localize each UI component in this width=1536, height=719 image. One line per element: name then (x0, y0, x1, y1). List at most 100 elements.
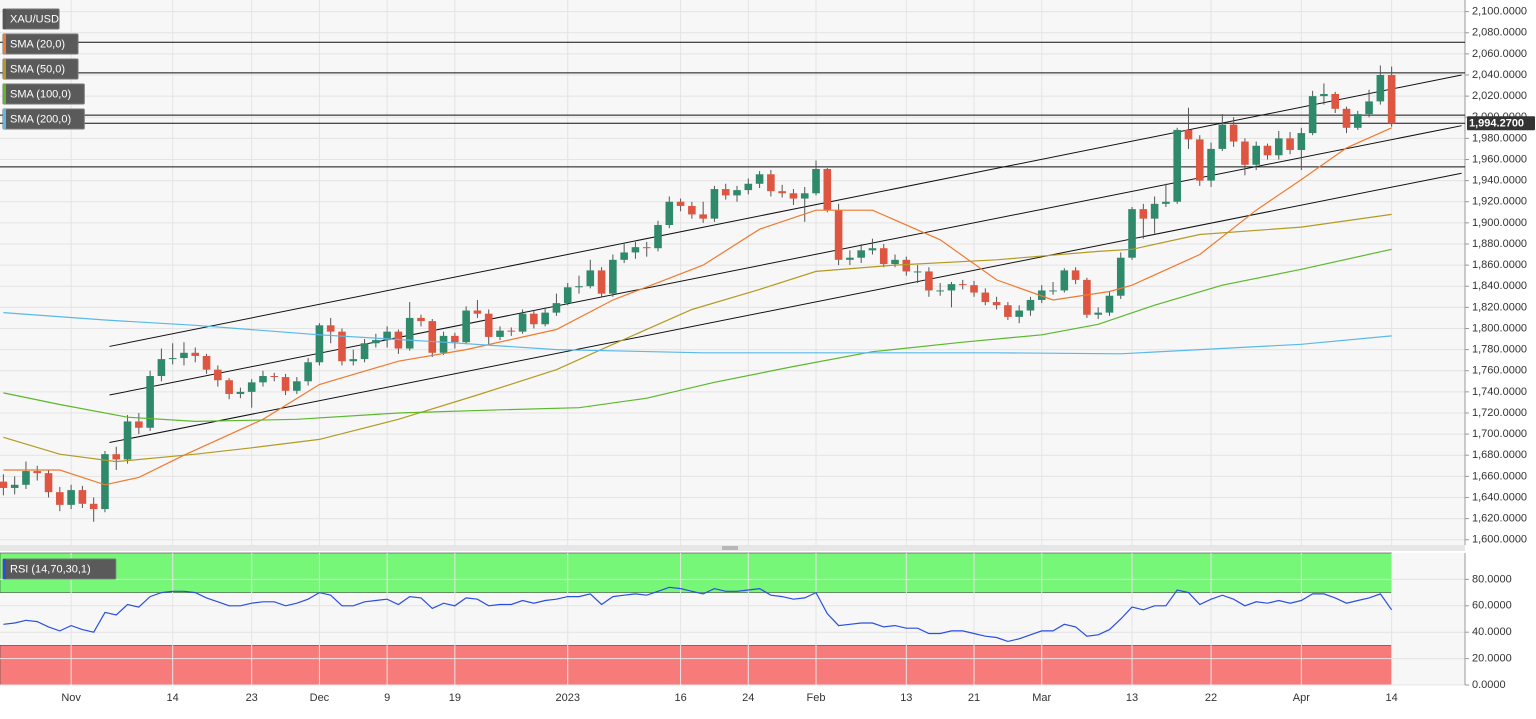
candle-body (1094, 312, 1102, 315)
trend-line (109, 172, 1462, 444)
candle-body (642, 247, 651, 249)
x-tick-label: 23 (246, 692, 258, 704)
candle-body (451, 335, 459, 343)
x-tick-label: 13 (1126, 692, 1138, 704)
x-tick-label: 2023 (555, 692, 579, 704)
candle-body (1229, 124, 1238, 142)
series-line (3, 248, 1392, 423)
candle-body (1252, 145, 1260, 165)
candle-body (902, 259, 911, 272)
candle-body (225, 380, 233, 394)
candle-body (721, 189, 730, 196)
candle-body (1083, 279, 1091, 315)
candle-body (891, 259, 899, 265)
candle-body (586, 270, 595, 287)
candle-body (405, 317, 414, 349)
x-tick-label: Dec (310, 692, 330, 704)
candle-body (1365, 101, 1373, 115)
candle-body (1139, 209, 1148, 219)
candle-body (349, 359, 358, 362)
last-price-tag (1467, 116, 1535, 131)
candle-body (631, 247, 640, 253)
candle-body (733, 190, 741, 196)
candle-body (360, 343, 369, 360)
candle-body (925, 271, 933, 291)
y-tick-label: 1,620.0000 (1472, 513, 1527, 525)
candle-body (1037, 290, 1046, 300)
candle-body (1376, 74, 1385, 102)
y-tick-label: 1,740.0000 (1472, 386, 1527, 398)
legend-label: SMA (20,0) (10, 38, 65, 50)
candle-body (44, 473, 53, 493)
candle-body (710, 189, 719, 219)
candle-body (168, 358, 177, 360)
y-tick-label: 1,640.0000 (1472, 491, 1527, 503)
candle-body (112, 454, 121, 460)
candle-body (146, 376, 154, 428)
candle-body (1116, 257, 1125, 296)
candle-body (214, 369, 222, 381)
x-tick-label: 9 (384, 692, 390, 704)
candle-body (1286, 138, 1294, 150)
candle-body (1387, 74, 1396, 124)
x-tick-label: Nov (61, 692, 81, 704)
y-tick-label: 1,920.0000 (1472, 196, 1527, 208)
y-tick-label: 1,840.0000 (1472, 280, 1527, 292)
legend-swatch (3, 34, 6, 54)
candle-body (597, 270, 606, 294)
candle-body (56, 492, 64, 505)
candle-body (1320, 94, 1328, 97)
plot-area (0, 0, 1465, 545)
candle-body (868, 248, 877, 251)
candle-body (552, 303, 561, 313)
y-tick-label: 2,080.0000 (1472, 27, 1527, 39)
candle-body (33, 471, 42, 474)
last-price-label: 1,994.2700 (1469, 118, 1524, 130)
legend-swatch (3, 9, 6, 29)
candle-body (1308, 96, 1317, 134)
y-tick-label: 1,800.0000 (1472, 322, 1527, 334)
candle-body (417, 317, 425, 322)
candle-body (270, 376, 279, 378)
y-tick-label: 1,980.0000 (1472, 132, 1527, 144)
series-line (3, 312, 1392, 355)
x-tick-label: Feb (807, 692, 826, 704)
candle-body (1105, 295, 1114, 313)
candle-body (67, 490, 75, 505)
candle-body (518, 313, 527, 332)
candle-body (247, 382, 256, 392)
candle-body (575, 286, 583, 288)
legend-swatch (3, 59, 6, 79)
y-tick-label: 1,940.0000 (1472, 175, 1527, 187)
candle-body (1049, 290, 1057, 292)
y-tick-label: 1,880.0000 (1472, 238, 1527, 250)
y-tick-label: 2,040.0000 (1472, 69, 1527, 81)
legend-label: SMA (200,0) (10, 113, 71, 125)
candle-body (755, 174, 764, 184)
candle-body (1060, 270, 1069, 291)
candle-body (609, 259, 617, 294)
candle-body (281, 377, 290, 391)
candle-body (462, 310, 470, 343)
candle-body (507, 330, 516, 332)
y-tick-label: 60.0000 (1472, 600, 1512, 612)
legend-label: SMA (100,0) (10, 88, 71, 100)
candle-body (1004, 305, 1012, 317)
candle-body (1128, 209, 1136, 258)
candle-body (1071, 270, 1080, 280)
legend-label: SMA (50,0) (10, 63, 65, 75)
candle-body (236, 391, 245, 394)
x-tick-label: Mar (1032, 692, 1051, 704)
candle-body (202, 355, 211, 370)
y-tick-label: 1,660.0000 (1472, 470, 1527, 482)
candle-body (372, 340, 380, 344)
y-tick-label: 1,680.0000 (1472, 449, 1527, 461)
candle-body (1026, 299, 1035, 311)
candle-body (744, 183, 753, 191)
candle-body (823, 168, 832, 211)
candle-body (1184, 129, 1193, 140)
panel-divider (0, 545, 1465, 551)
candle-body (473, 310, 482, 314)
candle-body (338, 331, 346, 362)
